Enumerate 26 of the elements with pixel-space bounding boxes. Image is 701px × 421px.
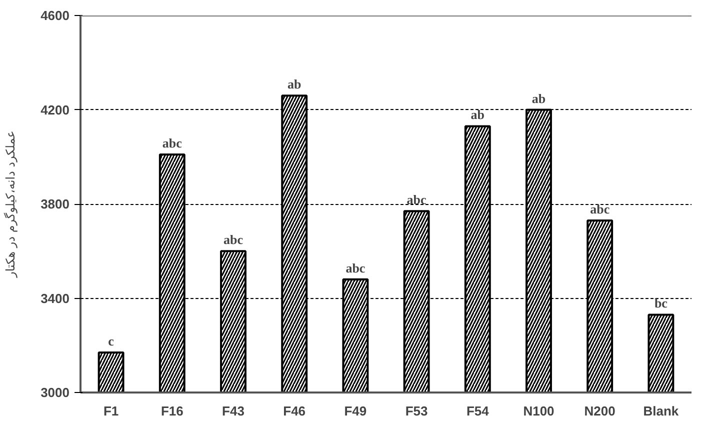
y-tick-label: 3800 bbox=[40, 196, 70, 212]
annotation: abc bbox=[406, 192, 427, 208]
x-tick-label: F43 bbox=[222, 404, 244, 418]
x-tick-label: F46 bbox=[283, 404, 306, 418]
y-tick-label: 4200 bbox=[40, 102, 70, 118]
annotation: ab bbox=[287, 76, 302, 92]
x-tick-label: F49 bbox=[344, 404, 367, 418]
annotation: ab bbox=[470, 107, 485, 122]
annotation: abc bbox=[162, 136, 182, 151]
annotation: abc bbox=[590, 201, 610, 216]
annotation: ab bbox=[532, 90, 546, 106]
x-tick-label: F1 bbox=[103, 404, 119, 418]
annotation: abc bbox=[346, 260, 366, 276]
y-axis-title: عملکرد دانه،کیلوگرم در هکتار bbox=[4, 130, 18, 278]
y-tick-label: 4600 bbox=[40, 8, 70, 23]
x-tick-label: F16 bbox=[160, 404, 184, 418]
x-tick-label: F53 bbox=[405, 404, 428, 418]
x-tick-label: N100 bbox=[523, 404, 554, 418]
x-tick-label: Blank bbox=[643, 404, 680, 418]
y-tick-label: 3400 bbox=[40, 290, 70, 306]
x-tick-label: F54 bbox=[466, 404, 490, 418]
annotation: c bbox=[108, 333, 114, 348]
x-tick-label: N200 bbox=[584, 404, 616, 418]
y-tick-label: 3000 bbox=[40, 385, 70, 400]
annotation: bc bbox=[654, 296, 668, 311]
annotation: abc bbox=[224, 232, 244, 248]
